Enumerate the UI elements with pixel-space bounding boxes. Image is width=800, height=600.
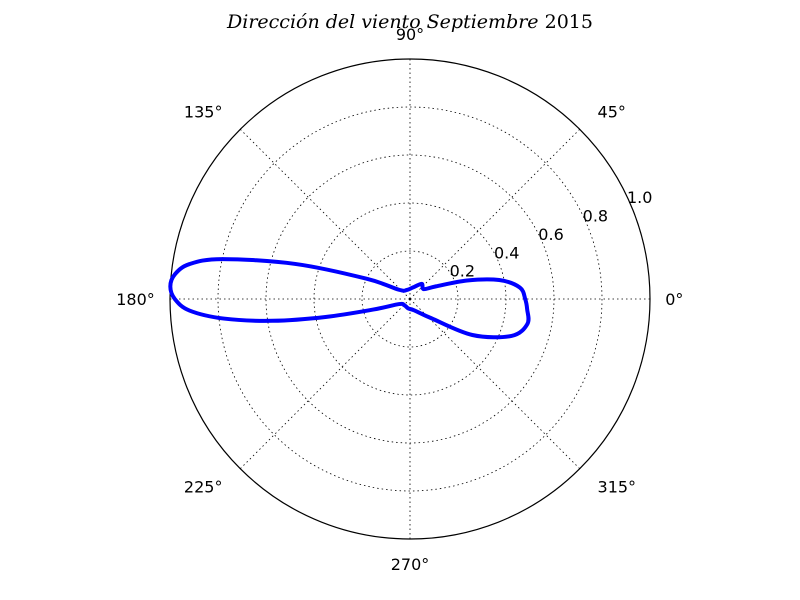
- angular-gridline-5: [240, 298, 411, 469]
- polar-frame: [169, 58, 651, 540]
- radial-tick-label: 1.0: [627, 188, 652, 207]
- radial-gridline-0: [361, 250, 459, 348]
- series-layer: [168, 257, 531, 340]
- radial-tick-label: 0.4: [494, 243, 519, 262]
- angle-tick-label: 315°: [598, 478, 637, 497]
- radial-tick-label: 0.6: [538, 225, 563, 244]
- angle-tick-label: 45°: [598, 102, 626, 121]
- radial-tick-label: 0.8: [583, 207, 608, 226]
- angular-gridline-3: [240, 129, 411, 300]
- angle-tick-label: 90°: [396, 25, 424, 44]
- angular-gridline-1: [409, 129, 580, 300]
- chart-title-main: Dirección del viento Septiembre: [226, 11, 539, 33]
- angle-tick-label: 225°: [184, 478, 223, 497]
- chart-title-year: 2015: [545, 11, 593, 33]
- angle-tick-label: 0°: [665, 290, 683, 309]
- radial-tick-label: 0.2: [450, 262, 475, 281]
- tick-labels: 0.2 0.4 0.6 0.8 1.0 0° 45° 90° 135° 180° 225° 270° 3…: [116, 25, 683, 574]
- series-line-0: [168, 257, 531, 340]
- chart-title: Dirección del viento Septiembre 2015: [226, 11, 593, 33]
- polar-grid: [169, 58, 651, 540]
- angle-tick-label: 270°: [391, 555, 430, 574]
- angle-tick-label: 135°: [184, 102, 223, 121]
- radial-gridline-3: [217, 106, 603, 492]
- angle-tick-label: 180°: [116, 290, 155, 309]
- angular-gridline-7: [409, 298, 580, 469]
